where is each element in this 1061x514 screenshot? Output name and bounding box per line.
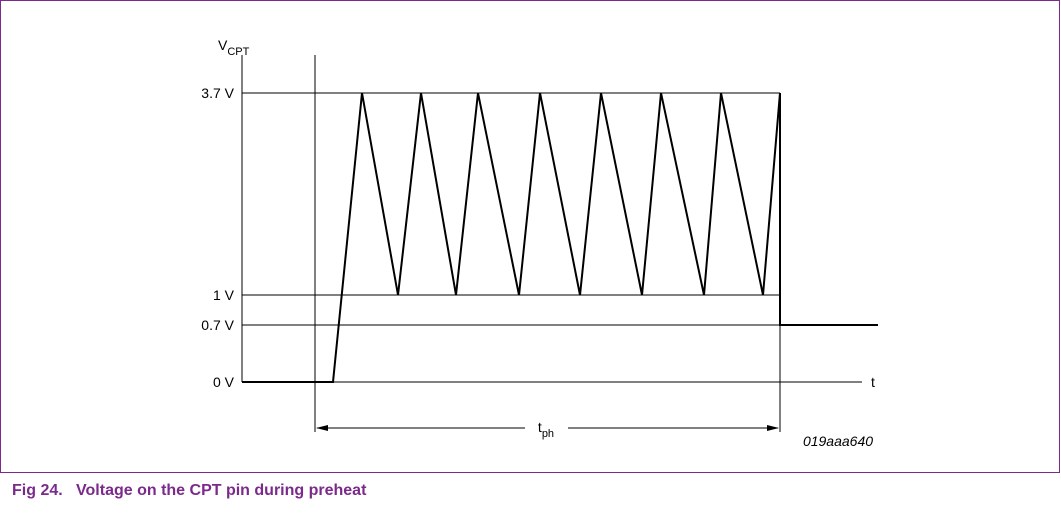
duration-label-main: t: [538, 419, 542, 435]
level-label: 3.7 V: [201, 85, 234, 101]
duration-label-sub: ph: [542, 428, 554, 440]
figure-id: 019aaa640: [803, 433, 873, 449]
level-label: 0 V: [213, 374, 235, 390]
arrow-head: [316, 425, 328, 431]
caption: Fig 24. Voltage on the CPT pin during pr…: [12, 482, 366, 500]
duration-label: tph: [538, 419, 554, 440]
axis-label-main: V: [218, 37, 228, 53]
waveform: [242, 92, 878, 383]
axis-label: VCPT: [218, 37, 250, 58]
frame: [0, 0, 1060, 473]
time-label: t: [871, 374, 875, 390]
level-label: 1 V: [213, 287, 235, 303]
caption-number: Fig 24.: [12, 482, 63, 499]
caption-text: Voltage on the CPT pin during preheat: [76, 482, 367, 499]
level-label: 0.7 V: [201, 317, 234, 333]
axis-label-sub: CPT: [227, 46, 249, 58]
arrow-head: [767, 425, 779, 431]
